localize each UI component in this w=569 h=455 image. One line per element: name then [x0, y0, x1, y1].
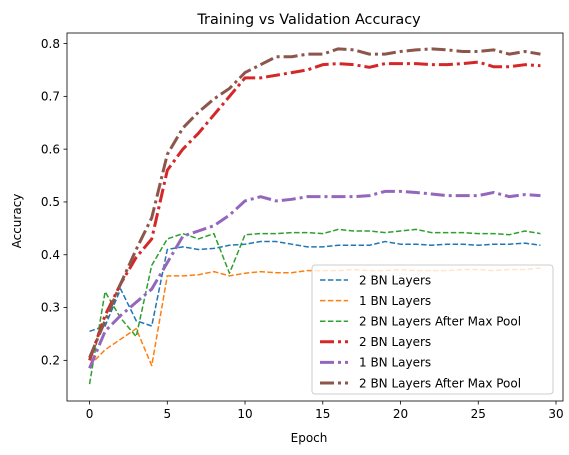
axes-frame: [66, 32, 564, 402]
legend-items: 2 BN Layers 1 BN Layers 2 BN Layers After …: [320, 273, 521, 390]
legend-box: [311, 264, 554, 395]
y-tick-label: 0.4: [41, 248, 60, 262]
y-axis-ticks: 0.2 0.3 0.4 0.5 0.6 0.7 0.8: [41, 37, 67, 368]
x-tick-label: 0: [86, 407, 94, 421]
x-tick-label: 25: [471, 407, 486, 421]
x-tick-label: 30: [548, 407, 563, 421]
y-tick-label: 0.3: [41, 301, 60, 315]
x-axis-ticks: 0 5 10 15 20 25 30: [86, 401, 564, 421]
legend: 2 BN Layers 1 BN Layers 2 BN Layers After …: [311, 264, 554, 395]
series-line-4: [88, 60, 541, 361]
chart-title: Training vs Validation Accuracy: [196, 12, 421, 28]
legend-label-4: 2 BN Layers: [359, 335, 431, 349]
legend-label-3: 2 BN Layers After Max Pool: [359, 315, 521, 329]
series-line-1: [89, 240, 541, 333]
y-tick-label: 0.7: [41, 90, 60, 104]
x-tick-label: 20: [393, 407, 408, 421]
legend-label-6: 2 BN Layers After Max Pool: [359, 376, 521, 390]
legend-label-1: 2 BN Layers: [359, 273, 431, 287]
y-tick-label: 0.2: [41, 354, 60, 368]
series-line-6: [88, 47, 541, 359]
series-line-5: [88, 189, 541, 369]
x-axis-label: Epoch: [291, 431, 328, 445]
series-line-3: [88, 228, 541, 385]
legend-label-5: 1 BN Layers: [359, 356, 431, 370]
y-tick-label: 0.8: [41, 37, 60, 51]
y-tick-label: 0.5: [41, 195, 60, 209]
x-tick-label: 15: [315, 407, 330, 421]
x-tick-label: 5: [163, 407, 171, 421]
y-axis-label: Accuracy: [10, 194, 24, 249]
x-tick-label: 10: [237, 407, 252, 421]
y-tick-label: 0.6: [41, 142, 60, 156]
legend-label-2: 1 BN Layers: [359, 294, 431, 308]
